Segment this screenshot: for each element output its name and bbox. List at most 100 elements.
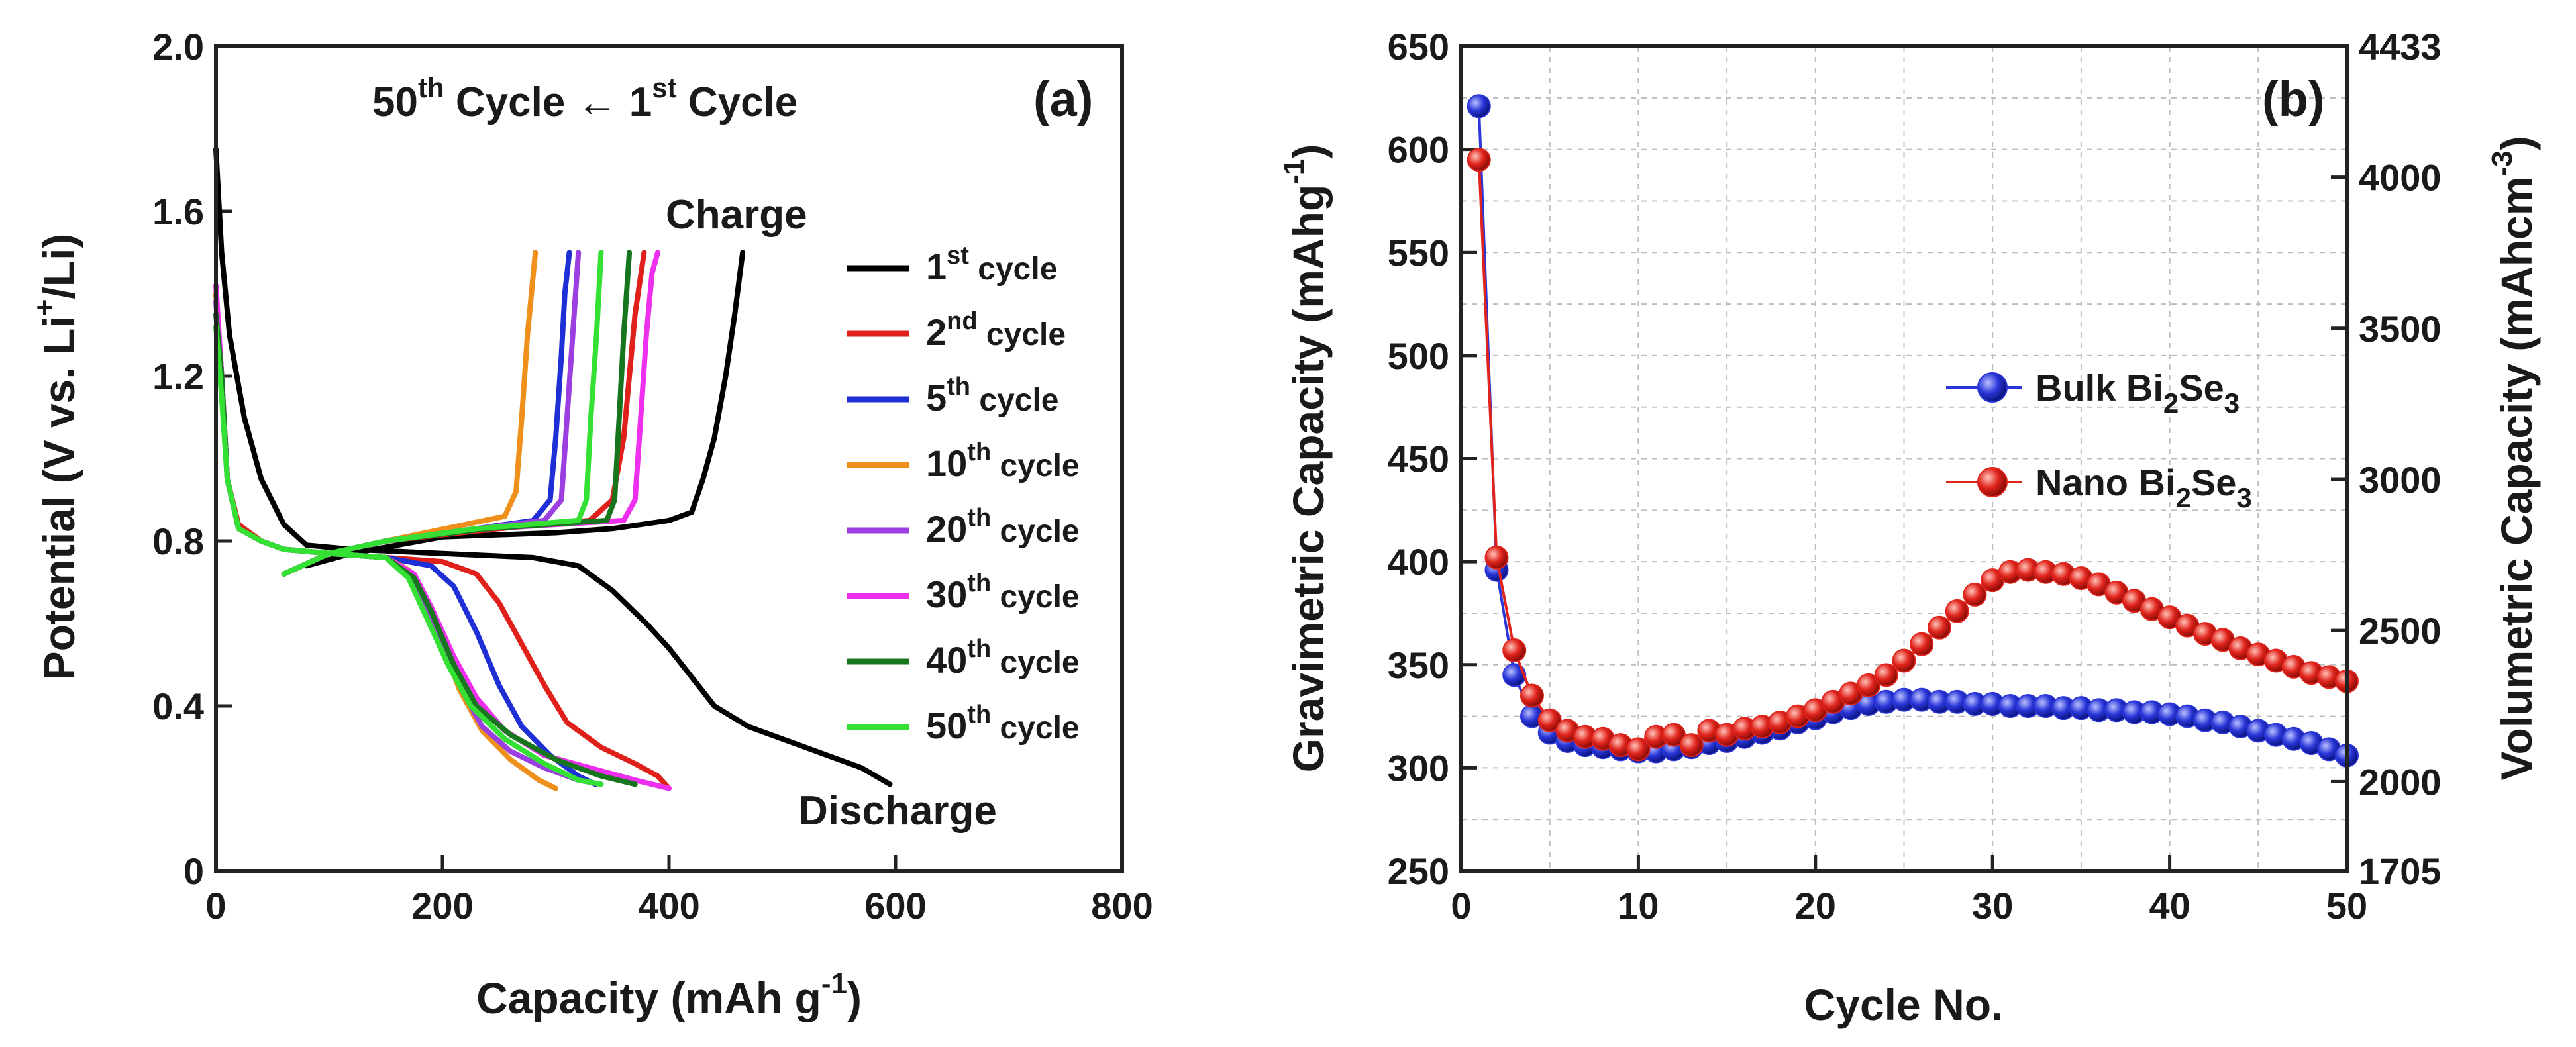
legend-marker-bulk [1977,372,2008,403]
panel-a: 0 200 400 600 800 0 0.4 0.8 1.2 1.6 2.0 (a) 50th C… [28,26,1153,1022]
cycle-annotation-a: 50 [372,79,418,125]
cycle-1-discharge-curve [213,146,893,787]
panel-b-y2label-end: ) [2492,136,2541,150]
panel-b-y2-axis-label: Volumetric Capacity (mAhcm-3) [2486,136,2541,780]
cycle-annotation-mid: Cycle ← 1 [444,79,652,125]
panel-a-x-axis-label: Capacity (mAh g-1) [476,968,862,1022]
legend-label-cycle-10: 10th cycle [926,438,1080,484]
panel-b-y-tick-label: 250 [1388,850,1449,892]
nano-data-point [1910,632,1934,656]
bulk-data-point [1467,94,1491,119]
cycle-direction-annotation: 50th Cycle ← 1st Cycle [372,72,798,125]
panel-b-x-tick-label: 0 [1451,885,1471,926]
panel-a-y-tick-label: 1.2 [152,356,204,397]
panel-b-y2-tick-label: 2500 [2359,610,2442,652]
panel-b-y-tick-label: 350 [1388,644,1449,686]
panel-a-plot-frame [214,44,1124,873]
panel-b-y-tick-label: 550 [1388,232,1449,274]
panel-a-xlabel-sup: -1 [821,968,847,1000]
nano-data-point [1945,599,1969,623]
panel-a-ticks: 0 200 400 600 800 0 0.4 0.8 1.2 1.6 2.0 [152,26,1153,926]
nano-data-point [1484,545,1509,570]
legend-label-nano: Nano Bi2Se3 [2035,462,2252,513]
panel-b-y2-tick-label: 3500 [2359,308,2442,350]
panel-b-y2label-sup: -3 [2486,150,2518,176]
legend-label-cycle-5: 5th cycle [926,373,1058,419]
legend-label-cycle-30: 30th cycle [926,570,1080,615]
panel-a-x-tick-label: 0 [205,885,226,926]
panel-a-y-tick-label: 2.0 [152,26,204,68]
panel-b-y-tick-label: 500 [1388,335,1449,377]
panel-b-label: (b) [2262,72,2325,126]
panel-a-y-axis-label: Potential (V vs. Li+/Li) [28,234,83,681]
panel-a-ylabel-sup: + [28,299,61,317]
panel-a-y-tick-label: 0.8 [152,521,204,562]
panel-a-x-tick-label: 400 [638,885,699,926]
legend-label-cycle-2: 2nd cycle [926,307,1066,353]
panel-b-y-tick-label: 450 [1388,438,1449,480]
panel-a-legend: 1st cycle 2nd cycle 5th cycle 10th cycle 20t… [847,242,1080,746]
nano-data-point [1502,638,1527,662]
panel-b-y2-tick-label: 4433 [2359,26,2442,68]
nano-data-point [1467,148,1491,172]
legend-marker-nano [1977,467,2008,497]
panel-b-x-tick-label: 30 [1972,885,2013,926]
nano-data-point [1927,615,1951,640]
panel-b-ticks: 0 10 20 30 40 50 250 300 350 400 450 500 550 600 650 17… [1388,26,2442,926]
panel-a-y-tick-label: 1.6 [152,191,204,232]
legend-label-cycle-1: 1st cycle [926,242,1057,287]
panel-b-y-tick-label: 300 [1388,747,1449,789]
panel-a-xlabel-main: Capacity (mAh g [476,973,821,1022]
cycle-annotation-end: Cycle [677,79,798,125]
cycle-annotation-b-sup: st [652,72,676,103]
panel-b: 0 10 20 30 40 50 250 300 350 400 450 500 550 600 650 17… [1278,26,2541,1029]
legend-label-bulk: Bulk Bi2Se3 [2035,367,2240,419]
nano-data-point [1892,648,1916,673]
panel-a-curves [213,146,893,791]
panel-a-x-tick-label: 200 [411,885,473,926]
nano-data-point [1661,723,1686,747]
panel-b-y-tick-label: 650 [1388,26,1449,68]
panel-a-x-tick-label: 600 [864,885,926,926]
panel-b-ylabel-end: ) [1284,144,1333,159]
panel-a-ylabel-main: Potential (V vs. Li [34,316,83,680]
panel-a-y-tick-label: 0 [183,850,204,892]
panel-b-ylabel-sup: -1 [1278,159,1310,185]
cycle-50-discharge-curve [213,324,604,787]
legend-label-cycle-20: 20th cycle [926,504,1080,550]
panel-a-xlabel-end: ) [847,973,862,1022]
legend-label-cycle-50: 50th cycle [926,701,1080,746]
discharge-annotation: Discharge [798,788,997,834]
panel-b-x-tick-label: 40 [2149,885,2190,926]
nano-data-point [1537,708,1562,732]
panel-b-y2-tick-label: 2000 [2359,761,2442,803]
panel-b-y-tick-label: 400 [1388,541,1449,583]
panel-a-ylabel-end: /Li) [34,234,83,299]
panel-b-x-tick-label: 20 [1795,885,1836,926]
panel-b-x-tick-label: 50 [2326,885,2367,926]
panel-b-y-tick-label: 600 [1388,129,1449,171]
cycle-annotation-a-sup: th [418,72,444,103]
cycle-50-charge-curve [281,250,604,577]
panel-b-ylabel-main: Gravimetric Capacity (mAhg [1284,185,1333,773]
panel-b-y2label-main: Volumetric Capacity (mAhcm [2492,177,2541,781]
panel-b-y-axis-label: Gravimetric Capacity (mAhg-1) [1278,144,1333,773]
panel-a-x-tick-label: 800 [1091,885,1153,926]
nano-data-point [1963,582,1987,607]
panel-b-y2-tick-label: 1705 [2359,850,2442,892]
charge-annotation: Charge [666,192,807,238]
nano-data-point [1626,737,1651,762]
nano-data-point [1874,663,1898,687]
panel-b-series [1467,94,2359,768]
panel-a-y-tick-label: 0.4 [152,685,204,727]
nano-data-point [1520,683,1544,708]
panel-b-x-axis-label: Cycle No. [1804,980,2004,1029]
panel-a-label: (a) [1033,72,1093,126]
panel-b-y2-tick-label: 3000 [2359,459,2442,501]
panel-b-x-tick-label: 10 [1618,885,1659,926]
nano-data-point [1857,673,1881,697]
cycle-1-charge-curve [303,250,746,569]
nano-data-point [1679,733,1704,758]
panel-b-y2-tick-label: 4000 [2359,157,2442,199]
